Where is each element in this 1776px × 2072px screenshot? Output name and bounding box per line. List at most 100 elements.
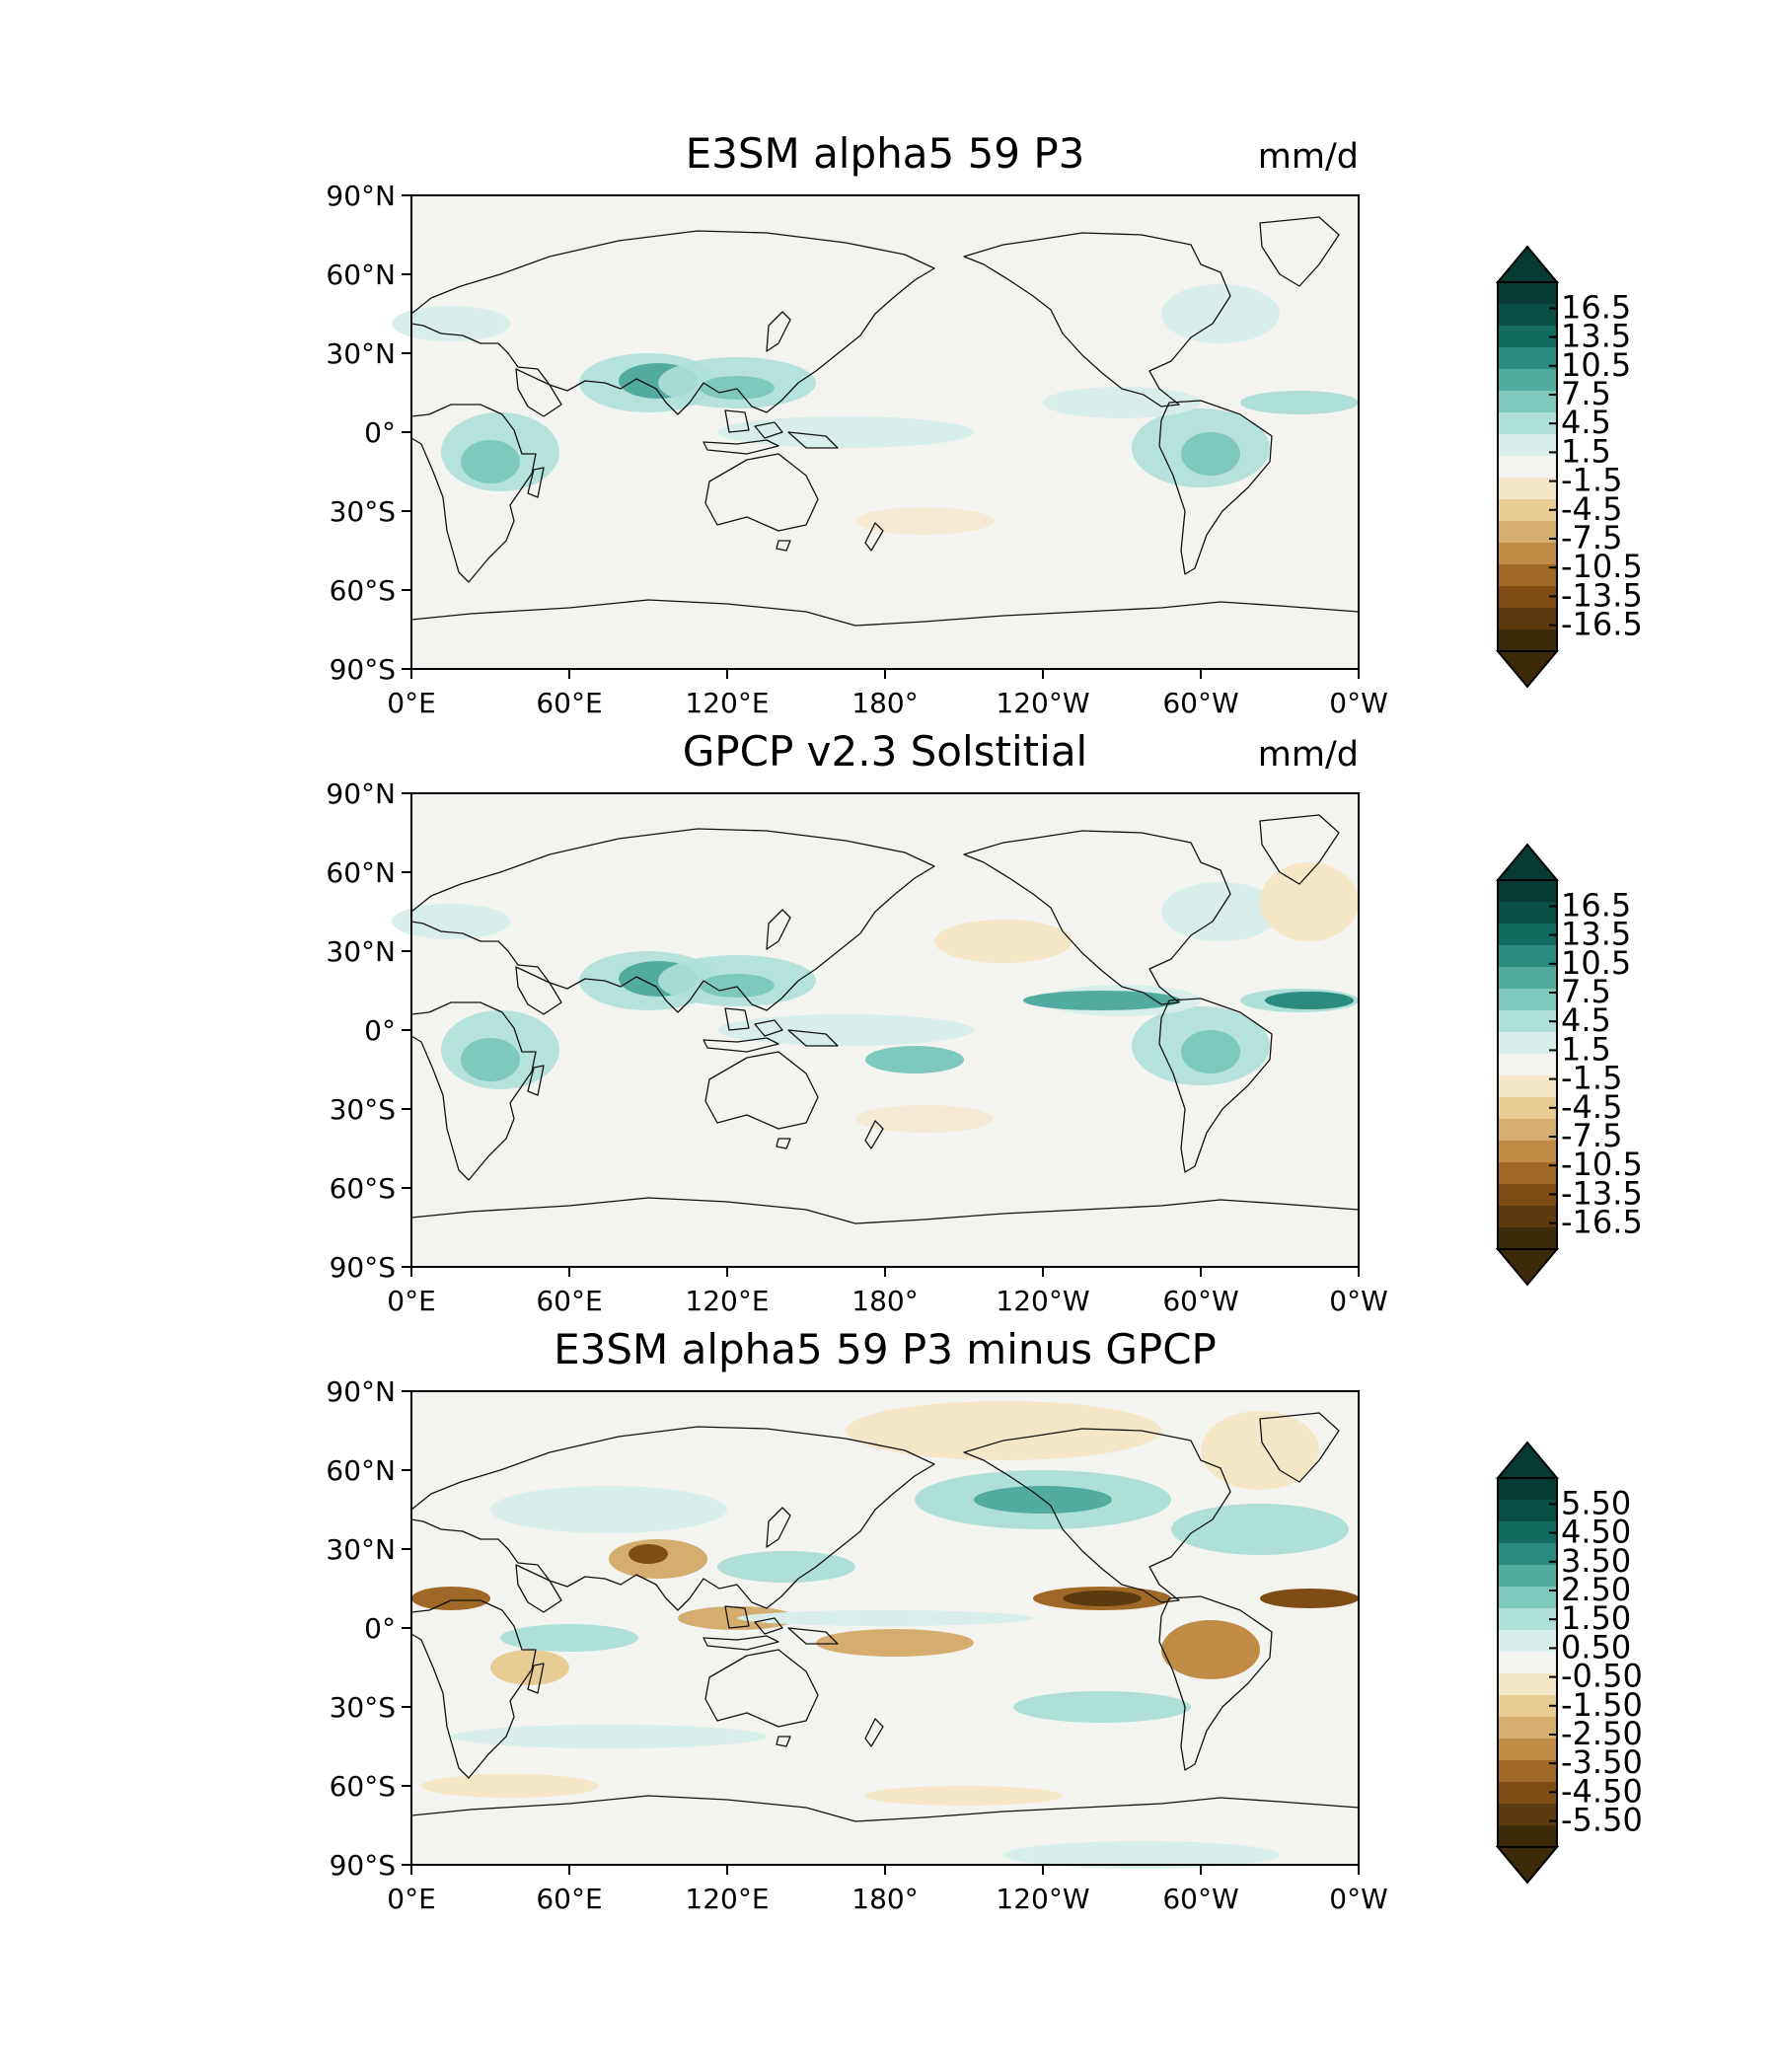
lat-tick-label: 90°N — [326, 180, 396, 212]
colorbar-segment — [1498, 1760, 1557, 1783]
colorbar-segment — [1498, 1119, 1557, 1142]
colorbar-tick-label: 4.5 — [1561, 1001, 1611, 1039]
lon-tick-label: 0°W — [1329, 1285, 1388, 1317]
lat-tick-label: 90°N — [326, 777, 396, 810]
lat-tick-label: 0° — [364, 1612, 396, 1645]
lon-tick-label: 180° — [851, 1285, 918, 1317]
colorbar-tick-label: -0.50 — [1561, 1658, 1643, 1695]
colorbar-segment — [1498, 1782, 1557, 1805]
colorbar-tick-label: -4.50 — [1561, 1772, 1643, 1810]
lon-tick-label: 120°E — [685, 1285, 769, 1317]
lat-tick-label: 60°S — [330, 1770, 396, 1803]
colorbar-segment — [1498, 924, 1557, 946]
colorbar: 5.504.503.502.501.500.50-0.50-1.50-2.50-… — [1495, 1441, 1643, 1885]
colorbar-tick-label: 7.5 — [1561, 375, 1611, 412]
colorbar: 16.513.510.57.54.51.5-1.5-4.5-7.5-10.5-1… — [1495, 843, 1643, 1287]
lat-axis: 90°N 60°N 30°N 0° 30°S 60°S 90°S — [326, 180, 411, 686]
lon-tick-label: 120°W — [996, 1883, 1089, 1915]
colorbar-segment — [1498, 1717, 1557, 1739]
colorbar-segment — [1498, 1206, 1557, 1228]
colorbar-segment — [1498, 902, 1557, 925]
colorbar-tick-label: -7.5 — [1561, 1117, 1622, 1154]
colorbar-tick-label: 2.50 — [1561, 1571, 1631, 1608]
colorbar-segment — [1498, 564, 1557, 587]
colorbar-frame — [1497, 281, 1558, 652]
lat-tick-label: 90°N — [326, 1375, 396, 1408]
colorbar-tick-label: 1.5 — [1561, 1030, 1611, 1068]
colorbar-segment — [1498, 880, 1557, 903]
lat-tick-label: 60°S — [330, 1172, 396, 1205]
colorbar-tick-label: -10.5 — [1561, 1146, 1643, 1183]
colorbar-segment — [1498, 1184, 1557, 1207]
colorbar-segment — [1498, 1695, 1557, 1718]
colorbar-segment — [1498, 989, 1557, 1011]
colorbar-segment — [1498, 1500, 1557, 1522]
lon-tick-label: 180° — [851, 1883, 918, 1915]
lon-tick-label: 180° — [851, 687, 918, 719]
colorbar-segment — [1498, 1587, 1557, 1609]
lon-tick-label: 60°W — [1162, 687, 1238, 719]
lat-tick-label: 30°N — [326, 337, 396, 370]
lon-tick-label: 120°E — [685, 1883, 769, 1915]
colorbar-tick-label: -4.5 — [1561, 1088, 1622, 1126]
lon-axis: 0°E 60°E 120°E 180° 120°W 60°W 0°W — [387, 669, 1388, 719]
colorbar-tick-label: -3.50 — [1561, 1743, 1643, 1781]
colorbar-segment — [1498, 608, 1557, 630]
colorbar-segment — [1498, 478, 1557, 500]
colorbar-tick-label: 4.50 — [1561, 1514, 1631, 1551]
colorbar-segment — [1498, 1825, 1557, 1848]
colorbar-tick-label: -5.50 — [1561, 1802, 1643, 1839]
colorbar-tick-label: 4.5 — [1561, 404, 1611, 441]
colorbar-segment — [1498, 391, 1557, 413]
lat-tick-label: 30°N — [326, 935, 396, 968]
colorbar-segment — [1498, 369, 1557, 392]
colorbar-segment — [1498, 1227, 1557, 1250]
colorbar-segment — [1498, 1673, 1557, 1696]
colorbar-segment — [1498, 304, 1557, 327]
colorbar-tick-label: 5.50 — [1561, 1484, 1631, 1521]
colorbar-segment — [1498, 456, 1557, 479]
lon-tick-label: 120°W — [996, 687, 1089, 719]
colorbar-segment — [1498, 1739, 1557, 1761]
panel-model: 90°N 60°N 30°N 0° 30°S 60°S 90°S 0°E 60°E 120°E 1… — [326, 180, 1387, 719]
lon-axis: 0°E 60°E 120°E 180° 120°W 60°W 0°W — [387, 1865, 1388, 1915]
colorbar-tick-label: 10.5 — [1561, 346, 1631, 384]
colorbar-segment — [1498, 967, 1557, 990]
colorbar-extend-max — [1495, 245, 1560, 283]
colorbar-extend-min — [1495, 1846, 1560, 1885]
colorbar-segment — [1498, 1804, 1557, 1826]
colorbar-tick-label: -13.5 — [1561, 576, 1643, 614]
colorbar-segment — [1498, 347, 1557, 370]
colorbar-segment — [1498, 1054, 1557, 1076]
lat-tick-label: 30°N — [326, 1533, 396, 1566]
lon-tick-label: 60°W — [1162, 1883, 1238, 1915]
colorbar-tick-label: 16.5 — [1561, 288, 1631, 326]
lat-tick-label: 90°S — [330, 653, 396, 686]
colorbar: 16.513.510.57.54.51.5-1.5-4.5-7.5-10.5-1… — [1495, 245, 1643, 689]
panel-obs: 90°N 60°N 30°N 0° 30°S 60°S 90°S 0°E 60°E 120°E 1… — [326, 777, 1387, 1317]
colorbar-tick-label: -7.5 — [1561, 519, 1622, 556]
colorbar-segment — [1498, 521, 1557, 544]
colorbar-segment — [1498, 326, 1557, 348]
lat-tick-label: 90°S — [330, 1251, 396, 1284]
colorbar-segment — [1498, 434, 1557, 457]
lat-tick-label: 30°S — [330, 1691, 396, 1724]
lon-tick-label: 0°E — [387, 1883, 436, 1915]
lat-tick-label: 60°N — [326, 856, 396, 889]
colorbar-segment — [1498, 1630, 1557, 1653]
colorbar-extend-min — [1495, 1248, 1560, 1287]
colorbar-segment — [1498, 282, 1557, 305]
colorbar-tick-label: 16.5 — [1561, 886, 1631, 924]
colorbar-tick-label: 7.5 — [1561, 973, 1611, 1010]
colorbar-segment — [1498, 945, 1557, 968]
colorbar-tick-label: -1.5 — [1561, 1060, 1622, 1097]
colorbar-segment — [1498, 1652, 1557, 1674]
lon-tick-label: 0°E — [387, 687, 436, 719]
lat-tick-label: 60°N — [326, 259, 396, 291]
colorbar-frame — [1497, 879, 1558, 1250]
lat-axis: 90°N 60°N 30°N 0° 30°S 60°S 90°S — [326, 777, 411, 1284]
lon-tick-label: 60°E — [536, 1285, 602, 1317]
colorbar-segment — [1498, 412, 1557, 435]
colorbar-segment — [1498, 499, 1557, 522]
